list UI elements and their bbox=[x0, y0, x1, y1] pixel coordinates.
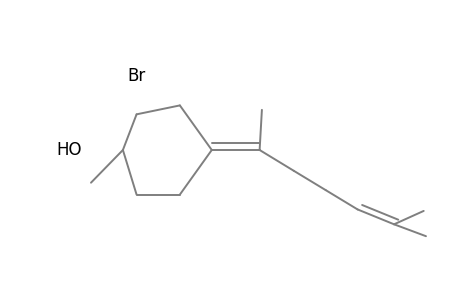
Text: Br: Br bbox=[127, 67, 146, 85]
Text: HO: HO bbox=[56, 141, 82, 159]
